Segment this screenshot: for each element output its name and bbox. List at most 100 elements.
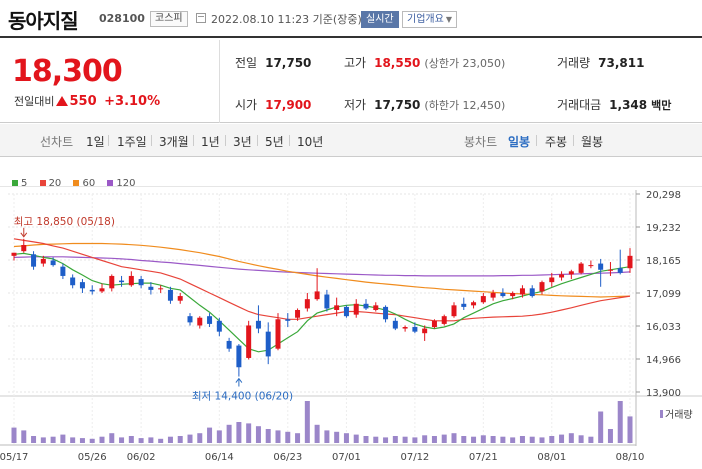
candle: [441, 316, 447, 324]
trade-value-stat: 거래대금 1,348 백만: [557, 96, 671, 113]
candle: [334, 305, 340, 310]
volume-bar: [255, 426, 261, 443]
candle: [128, 275, 134, 286]
realtime-button[interactable]: 실시간: [361, 11, 399, 28]
candle: [21, 245, 27, 252]
candle: [255, 320, 261, 329]
candle: [471, 302, 477, 306]
high-annotation: 최고 18,850 (05/18): [14, 216, 115, 228]
candle: [285, 319, 291, 321]
low-label: 저가: [344, 98, 367, 112]
high-value: 18,550: [374, 56, 421, 70]
volume-bar: [70, 437, 76, 443]
volume-bar: [519, 436, 525, 443]
arrow-up-icon: [235, 377, 243, 383]
volume-bar: [207, 427, 213, 443]
change-percent: +3.10%: [104, 94, 161, 109]
ma5-line: [13, 252, 631, 353]
volume-bar: [461, 436, 467, 443]
candle: [99, 288, 105, 292]
volume-bar: [324, 430, 330, 443]
volume-bar: [343, 433, 349, 443]
period-1d[interactable]: 1일: [86, 135, 105, 149]
volume-bar: [402, 436, 408, 443]
x-tick-label: 07/21: [469, 452, 498, 463]
candle: [500, 292, 506, 297]
y-tick-label: 16,033: [646, 322, 681, 333]
volume-bar: [128, 436, 134, 443]
period-1w[interactable]: 1주일: [117, 135, 147, 149]
period-weekly[interactable]: 주봉: [545, 135, 568, 149]
volume-bar: [265, 429, 271, 443]
volume-legend-swatch: [660, 410, 663, 418]
candle: [236, 345, 242, 368]
divider: [219, 40, 220, 123]
x-tick-label: 06/23: [273, 452, 302, 463]
period-3m[interactable]: 3개월: [159, 135, 189, 149]
candle: [177, 296, 183, 301]
x-tick-label: 07/12: [400, 452, 429, 463]
period-3y[interactable]: 3년: [233, 135, 252, 149]
company-overview-dropdown[interactable]: 기업개요 ▼: [402, 11, 457, 28]
candle: [119, 280, 125, 283]
volume-bar: [40, 437, 46, 443]
x-tick-label: 05/26: [78, 452, 107, 463]
volume-bar: [441, 434, 447, 443]
candle: [617, 268, 623, 273]
candle: [402, 327, 408, 329]
volume-bar: [187, 434, 193, 443]
divider: [536, 135, 537, 146]
y-tick-label: 13,900: [646, 388, 681, 399]
period-bar: 선차트 1일 1주일 3개월 1년 3년 5년 10년 봉차트 일봉 주봉 월봉: [0, 124, 702, 157]
volume-bar: [79, 438, 85, 443]
volume-bar: [363, 436, 369, 443]
y-tick-label: 18,165: [646, 256, 681, 267]
volume-bar: [510, 437, 516, 443]
y-tick-label: 17,099: [646, 289, 681, 300]
volume-bar: [148, 437, 154, 443]
candle: [79, 282, 85, 289]
x-tick-label: 08/10: [616, 452, 645, 463]
candle: [461, 303, 467, 307]
stock-name: 동아지질: [8, 9, 79, 33]
company-overview-label: 기업개요: [407, 14, 444, 25]
volume-bar: [197, 433, 203, 443]
high-label: 고가: [344, 56, 367, 70]
period-1y[interactable]: 1년: [201, 135, 220, 149]
candle: [89, 289, 95, 292]
y-tick-label: 19,232: [646, 223, 681, 234]
period-daily[interactable]: 일봉: [508, 135, 531, 149]
candle: [343, 306, 349, 317]
ma-legend: 5 20 60 120: [12, 178, 145, 189]
period-monthly[interactable]: 월봉: [581, 135, 604, 149]
low-annotation: 최저 14,400 (06/20): [192, 391, 293, 403]
volume-bar: [285, 431, 291, 443]
candle: [226, 340, 232, 349]
volume-bar: [607, 429, 613, 443]
volume-bar: [373, 436, 379, 443]
current-price: 18,300: [12, 54, 123, 89]
candle: [549, 277, 555, 283]
market-badge: 코스피: [150, 11, 188, 27]
volume-bar: [21, 430, 27, 443]
trade-value-value: 1,348: [609, 98, 648, 112]
volume-bar: [246, 423, 252, 443]
candlestick-chart[interactable]: 20,298 19,232 18,165 17,099 16,033 14,966 13,9…: [0, 186, 702, 469]
x-tick-label: 06/14: [205, 452, 234, 463]
divider: [573, 135, 574, 146]
y-tick-label: 14,966: [646, 355, 681, 366]
candle: [383, 306, 389, 320]
period-5y[interactable]: 5년: [265, 135, 284, 149]
low-price: 저가 17,750 (하한가 12,450): [344, 96, 505, 113]
period-10y[interactable]: 10년: [297, 135, 324, 149]
volume-value: 73,811: [598, 56, 645, 70]
open-label: 시가: [235, 98, 258, 112]
prev-close-value: 17,750: [265, 56, 312, 70]
candle: [490, 292, 496, 298]
prev-close-label: 전일: [235, 56, 258, 70]
volume-legend-label: 거래량: [665, 409, 693, 421]
lower-limit: (하한가 12,450): [424, 99, 506, 112]
upper-limit: (상한가 23,050): [424, 57, 506, 70]
candle: [265, 331, 271, 357]
volume-bar: [334, 431, 340, 443]
